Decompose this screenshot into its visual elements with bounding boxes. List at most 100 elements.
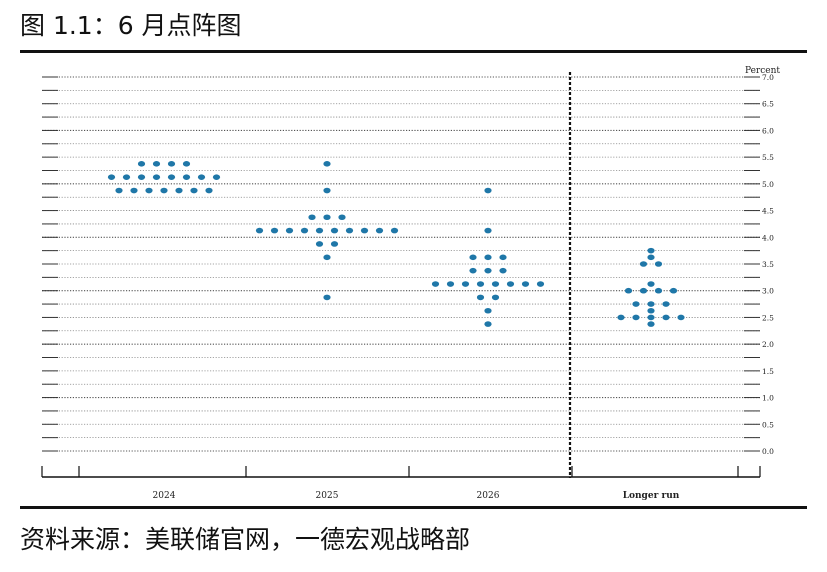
data-dot <box>469 267 477 274</box>
data-dot <box>308 214 316 221</box>
data-dot <box>175 187 183 194</box>
data-dot <box>167 161 176 167</box>
data-dot <box>137 161 146 167</box>
data-dot <box>167 174 176 180</box>
data-dot <box>647 281 655 287</box>
y-tick-label: 6.0 <box>762 126 774 135</box>
data-dot <box>360 227 369 234</box>
y-tick-label: 1.0 <box>762 394 774 403</box>
bottom-rule <box>20 506 807 509</box>
data-dot <box>521 281 530 287</box>
data-dot <box>647 254 655 261</box>
data-dot <box>323 254 331 261</box>
y-axis-label: Percent <box>745 66 780 76</box>
data-dot <box>639 261 648 267</box>
data-dot <box>323 187 331 194</box>
data-dot <box>182 161 191 167</box>
data-dot <box>662 301 670 307</box>
data-dot <box>461 281 470 287</box>
y-tick-label: 3.0 <box>762 287 774 296</box>
data-dot <box>145 187 153 194</box>
data-dot <box>315 227 324 234</box>
top-rule <box>20 50 807 53</box>
y-tick-label: 4.5 <box>762 207 774 216</box>
data-dot <box>197 174 206 180</box>
data-dot <box>484 307 492 314</box>
y-tick-label: 7.0 <box>762 73 774 82</box>
data-dot <box>330 227 339 234</box>
source-note: 资料来源：美联储官网，一德宏观战略部 <box>20 525 471 554</box>
data-dot <box>491 281 500 287</box>
data-dot <box>315 241 324 247</box>
x-tick-label: 2025 <box>316 491 339 501</box>
data-dot <box>212 174 221 180</box>
data-dot <box>536 281 545 287</box>
data-dot <box>270 227 279 234</box>
y-tick-label: 0.0 <box>762 447 774 456</box>
data-dot <box>152 161 161 167</box>
y-tick-label: 2.5 <box>762 313 774 322</box>
x-tick-label: 2026 <box>477 491 500 501</box>
data-dot <box>476 294 485 301</box>
data-dot <box>107 174 116 180</box>
y-tick-label: 1.5 <box>762 367 774 376</box>
figure-title: 图 1.1：6 月点阵图 <box>20 11 242 40</box>
data-dot <box>647 314 655 321</box>
data-dot <box>137 174 146 180</box>
axis-layer: 0.0 0.5 1.0 1.5 2.0 2.5 3.0 3.5 4.0 4.5 5.0 5.5 6.0 6… <box>41 72 774 501</box>
y-tick-label: 3.5 <box>762 260 774 269</box>
data-dot <box>647 307 655 314</box>
data-dot <box>499 254 507 261</box>
data-dot <box>323 214 331 221</box>
data-dot <box>152 174 161 180</box>
y-tick-label: 5.0 <box>762 180 774 189</box>
data-dot <box>647 301 655 307</box>
data-dot <box>205 187 213 194</box>
y-tick-label: 4.0 <box>762 233 774 242</box>
data-dot <box>323 294 331 301</box>
data-dot <box>484 321 492 327</box>
data-dot <box>632 314 640 321</box>
y-tick-label: 5.5 <box>762 153 774 162</box>
x-tick-label: Longer run <box>623 491 680 501</box>
dot-layer <box>107 161 685 327</box>
data-dot <box>345 227 354 234</box>
data-dot <box>255 227 264 234</box>
data-dot <box>323 161 331 167</box>
data-dot <box>677 314 685 321</box>
data-dot <box>506 281 515 287</box>
data-dot <box>624 287 633 294</box>
data-dot <box>182 174 191 180</box>
data-dot <box>469 254 477 261</box>
data-dot <box>647 247 655 254</box>
data-dot <box>130 187 138 194</box>
data-dot <box>484 227 492 234</box>
data-dot <box>484 254 492 261</box>
data-dot <box>190 187 198 194</box>
data-dot <box>654 287 663 294</box>
data-dot <box>639 287 648 294</box>
data-dot <box>375 227 384 234</box>
data-dot <box>617 314 625 321</box>
data-dot <box>632 301 640 307</box>
grid-layer <box>42 76 760 452</box>
data-dot <box>669 287 678 294</box>
data-dot <box>491 294 500 301</box>
data-dot <box>330 241 339 247</box>
y-tick-label: 6.5 <box>762 100 774 109</box>
data-dot <box>446 281 455 287</box>
data-dot <box>160 187 168 194</box>
y-tick-label: 2.0 <box>762 340 774 349</box>
data-dot <box>654 261 663 267</box>
data-dot <box>285 227 294 234</box>
data-dot <box>122 174 131 180</box>
data-dot <box>338 214 346 221</box>
y-tick-label: 0.5 <box>762 420 774 429</box>
data-dot <box>115 187 123 194</box>
data-dot <box>484 267 492 274</box>
data-dot <box>390 227 399 234</box>
data-dot <box>476 281 485 287</box>
x-tick-label: 2024 <box>153 491 176 501</box>
data-dot <box>300 227 309 234</box>
